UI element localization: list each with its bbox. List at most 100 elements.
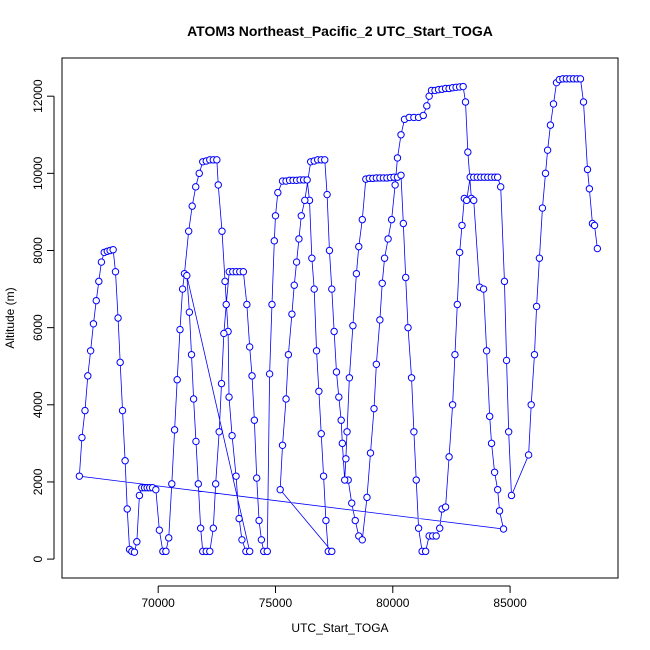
data-point bbox=[89, 320, 98, 328]
y-tick-label: 6000 bbox=[31, 314, 45, 341]
data-point bbox=[168, 480, 176, 488]
data-point bbox=[162, 547, 170, 556]
data-point bbox=[397, 131, 405, 139]
data-point bbox=[245, 547, 254, 556]
data-point bbox=[351, 516, 359, 525]
data-point bbox=[206, 547, 214, 556]
data-point bbox=[235, 514, 243, 523]
data-point bbox=[301, 196, 309, 205]
data-point bbox=[414, 524, 423, 532]
data-point bbox=[524, 451, 533, 459]
data-point bbox=[455, 248, 464, 257]
data-point bbox=[123, 505, 131, 513]
data-point bbox=[436, 524, 444, 532]
y-tick-label: 2000 bbox=[31, 468, 45, 495]
data-point bbox=[493, 173, 502, 181]
data-point bbox=[343, 428, 351, 436]
data-point bbox=[135, 491, 144, 500]
data-point bbox=[173, 376, 181, 384]
x-axis-label: UTC_Start_TOGA bbox=[291, 621, 388, 635]
data-point bbox=[372, 360, 381, 368]
data-point bbox=[458, 221, 466, 230]
data-point bbox=[116, 358, 124, 367]
data-point bbox=[500, 277, 509, 286]
data-point bbox=[421, 547, 430, 556]
data-point bbox=[340, 476, 349, 484]
data-point bbox=[292, 258, 301, 266]
data-point bbox=[248, 372, 256, 380]
data-point bbox=[114, 314, 122, 322]
data-point bbox=[196, 524, 205, 532]
data-point bbox=[243, 300, 251, 309]
data-point bbox=[527, 401, 535, 409]
data-point bbox=[448, 401, 457, 409]
data-point bbox=[192, 183, 200, 191]
data-point bbox=[253, 474, 261, 482]
data-point bbox=[321, 156, 329, 164]
data-point bbox=[397, 171, 405, 179]
data-point bbox=[461, 98, 470, 106]
data-point bbox=[315, 387, 323, 395]
data-point bbox=[323, 190, 331, 199]
data-point bbox=[209, 524, 218, 532]
data-point bbox=[239, 268, 248, 276]
data-point bbox=[270, 237, 279, 245]
data-point bbox=[332, 368, 341, 376]
data-point bbox=[271, 212, 280, 220]
data-point bbox=[84, 372, 92, 380]
data-point bbox=[393, 154, 402, 162]
data-point bbox=[338, 439, 347, 448]
data-point bbox=[470, 196, 478, 205]
data-point bbox=[363, 493, 371, 502]
data-point bbox=[391, 181, 399, 189]
data-point bbox=[295, 235, 303, 243]
data-point bbox=[310, 285, 318, 293]
data-point bbox=[192, 437, 200, 446]
data-point bbox=[504, 428, 513, 436]
data-point bbox=[462, 196, 471, 205]
data-point bbox=[530, 350, 539, 359]
data-point bbox=[330, 327, 338, 336]
data-point bbox=[328, 547, 336, 556]
data-point bbox=[276, 485, 284, 494]
data-point bbox=[493, 485, 502, 494]
data-point bbox=[384, 235, 392, 243]
data-point bbox=[328, 285, 336, 293]
data-point bbox=[319, 472, 328, 480]
data-point bbox=[268, 300, 276, 309]
data-point bbox=[541, 169, 550, 178]
data-point bbox=[322, 516, 330, 525]
data-point bbox=[97, 258, 106, 266]
data-point bbox=[499, 525, 508, 533]
data-point bbox=[130, 548, 139, 556]
data-point bbox=[274, 188, 282, 197]
data-point bbox=[308, 254, 316, 262]
data-point bbox=[228, 431, 236, 440]
x-tick-label: 85000 bbox=[493, 596, 527, 610]
data-point bbox=[423, 102, 431, 110]
data-point bbox=[121, 457, 129, 465]
data-point bbox=[495, 507, 504, 515]
data-point bbox=[479, 285, 488, 293]
data-point bbox=[217, 379, 226, 388]
data-point bbox=[593, 244, 602, 253]
data-point bbox=[250, 416, 259, 424]
data-point bbox=[445, 453, 453, 461]
x-tick-label: 75000 bbox=[259, 596, 293, 610]
y-tick-label: 12000 bbox=[31, 79, 45, 113]
data-point bbox=[358, 536, 366, 544]
data-point bbox=[284, 350, 293, 359]
data-point bbox=[215, 428, 223, 436]
data-point bbox=[75, 472, 84, 480]
data-point bbox=[507, 491, 516, 500]
data-point bbox=[297, 212, 305, 220]
data-point bbox=[225, 393, 233, 401]
data-point bbox=[490, 468, 499, 477]
data-point bbox=[238, 536, 246, 544]
data-point bbox=[464, 148, 472, 156]
data-point bbox=[325, 246, 334, 255]
data-point bbox=[78, 433, 86, 442]
data-point bbox=[288, 310, 296, 318]
data-point bbox=[95, 277, 103, 286]
